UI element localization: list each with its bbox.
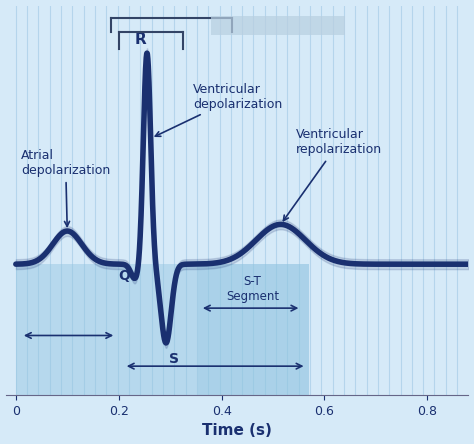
Bar	[16, 264, 121, 395]
Bar	[121, 264, 309, 395]
Bar	[199, 264, 309, 395]
Text: S-T
Segment: S-T Segment	[226, 275, 279, 303]
Text: R: R	[135, 32, 146, 47]
X-axis label: Time (s): Time (s)	[202, 424, 272, 438]
Text: Ventricular
depolarization: Ventricular depolarization	[155, 83, 283, 136]
Bar	[211, 16, 345, 35]
Text: Atrial
depolarization: Atrial depolarization	[21, 149, 110, 226]
Text: S: S	[169, 352, 179, 366]
Text: Ventricular
repolarization: Ventricular repolarization	[283, 128, 382, 221]
Text: Q: Q	[118, 269, 130, 283]
